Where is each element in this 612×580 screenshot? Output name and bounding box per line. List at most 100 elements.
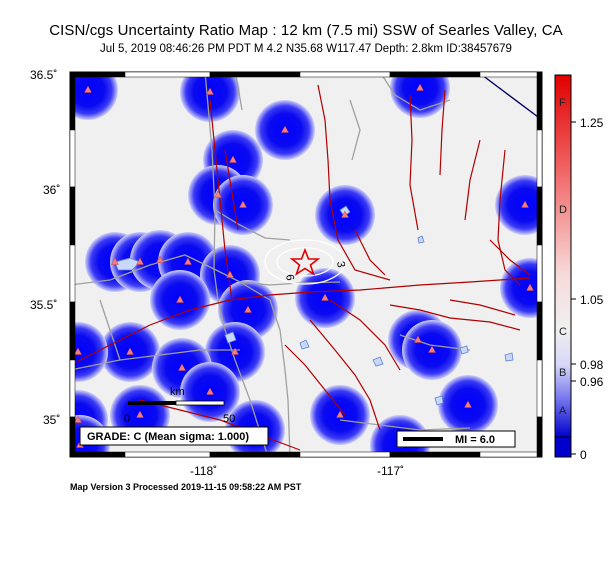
colorbar-letter-d: D [559,204,567,216]
colorbar-letter-f: F [559,97,566,109]
station-triangle-icon [226,270,234,278]
station-triangle-icon [184,257,192,265]
grade-text: GRADE: C (Mean sigma: 1.000) [87,431,249,443]
map-title: CISN/cgs Uncertainty Ratio Map : 12 km (… [49,22,563,39]
frame-segment [389,451,481,458]
frame-segment [69,416,76,458]
boundary-line [477,72,542,121]
station-triangle-icon [136,410,144,418]
station-triangle-icon [521,200,529,208]
colorbar-value-0-98: 0.98 [580,358,604,372]
colorbar-letter-a: A [559,405,567,417]
station-triangle-icon [464,400,472,408]
epicenter-star-icon [289,247,321,276]
station-triangle-icon [336,410,344,418]
lat-tick-36: 36˚ [43,183,60,197]
frame-segment [209,451,301,458]
map-version-footer: Map Version 3 Processed 2019-11-15 09:58… [70,482,302,492]
frame-border-ticks [69,71,543,458]
station-triangle-icon [229,155,237,163]
frame-segment [536,71,543,131]
station-triangle-icon [231,347,239,355]
frame-segment [536,416,543,458]
event-subtitle: Jul 5, 2019 08:46:26 PM PDT M 4.2 N35.68… [100,43,512,55]
station-triangle-icon [74,347,82,355]
station-triangle-icon [178,363,186,371]
roads [70,72,471,457]
station-uncertainty-circle [180,72,240,122]
frame-segment [69,301,76,361]
frame-segment [69,71,76,131]
colorbar-value-1-25: 1.25 [580,116,604,130]
station-triangle-icon [428,345,436,353]
lon-tick-117: -117˚ [377,464,404,478]
lakes [114,205,514,406]
station-triangle-icon [244,305,252,313]
frame-segment [69,451,126,458]
frame-segment [124,451,211,458]
station-triangle-icon [239,200,247,208]
contour-label-6: 6 [283,273,296,281]
scale-bar-end: 50 [223,413,235,425]
station-triangle-icon [176,295,184,303]
mi-legend: MI = 6.0 [396,430,516,448]
frame-segment [209,71,301,78]
frame-segment [299,71,391,78]
grade-box: GRADE: C (Mean sigma: 1.000) [79,426,269,446]
station-uncertainty-circle [70,72,118,120]
station-uncertainty-circle [500,258,542,318]
frame-segment [479,451,543,458]
station-triangle-icon [126,347,134,355]
lat-tick-35: 35˚ [43,413,60,427]
station-triangle-icon [214,190,222,198]
lat-tick-36-5: 36.5˚ [30,68,57,82]
station-triangle-icon [84,85,92,93]
station-triangle-icon [414,335,422,343]
colorbar: 1.25 1.05 0.98 0.96 0 F D C B A [554,74,604,462]
frame-segment [479,71,543,78]
colorbar-value-1-05: 1.05 [580,293,604,307]
station-triangle-icon [526,283,534,291]
frame-segment [69,186,76,246]
scale-bar-start: 0 [124,413,130,425]
station-triangle-icon [74,415,82,423]
station-triangle-icon [136,257,144,265]
station-triangle-icon [206,87,214,95]
frame-segment [536,186,543,246]
scale-bar-unit: km [170,386,185,398]
station-triangle-icon [341,210,349,218]
mi-legend-text: MI = 6.0 [455,434,495,446]
scale-bar: km 0 50 [124,386,235,425]
station-triangle-icon [156,255,164,263]
colorbar-value-0-96: 0.96 [580,375,604,389]
station-markers [74,83,534,448]
station-uncertainty-circle [495,175,542,235]
frame-segment [69,244,76,303]
frame-segment [536,129,543,188]
frame-segment [69,71,126,78]
station-uncertainty-circle [390,72,450,118]
frame-segment [389,71,481,78]
station-triangle-icon [206,387,214,395]
station-triangle-icon [281,125,289,133]
frame-segment [536,301,543,361]
station-triangle-icon [321,293,329,301]
colorbar-letter-c: C [559,326,567,338]
frame-segment [536,244,543,303]
station-uncertainty-circle [70,322,108,382]
lon-tick-118: -118˚ [190,464,217,478]
frame-segment [124,71,211,78]
station-circles [70,72,542,457]
contour-label-3: 3 [334,260,347,268]
station-triangle-icon [416,83,424,91]
frame-segment [69,129,76,188]
fault-lines [70,84,531,451]
lat-tick-35-5: 35.5˚ [30,298,57,312]
frame-segment [299,451,391,458]
colorbar-letter-b: B [559,367,566,379]
frame-segment [69,359,76,418]
colorbar-value-0: 0 [580,448,587,462]
map-layers [70,72,542,457]
station-triangle-icon [111,257,119,265]
